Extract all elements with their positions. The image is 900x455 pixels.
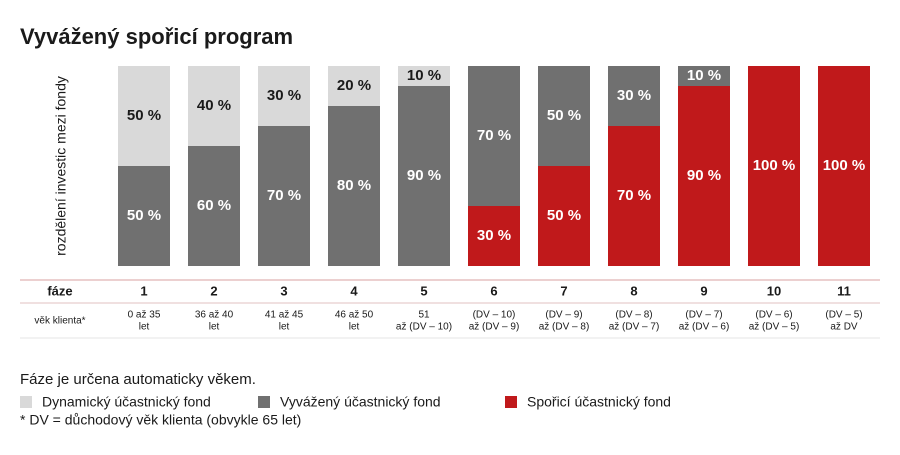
x-tick-label: 9 <box>700 283 707 298</box>
age-group: let <box>279 322 290 333</box>
x-tick-label: 3 <box>280 283 287 298</box>
age-group: až (DV – 6) <box>679 322 730 333</box>
bar-segment <box>678 66 730 86</box>
age-group: let <box>139 322 150 333</box>
bar-segment <box>188 146 240 266</box>
age-group: až (DV – 7) <box>609 322 660 333</box>
bar-segment <box>818 66 870 266</box>
bar-segment <box>398 66 450 86</box>
bar-segment <box>538 66 590 166</box>
value-label: 60 % <box>197 197 231 214</box>
legend-swatch <box>505 396 517 408</box>
x-tick-label: 4 <box>350 283 358 298</box>
age-group: až DV <box>830 322 858 333</box>
value-label: 80 % <box>337 177 371 194</box>
age-group: (DV – 5) <box>825 310 862 321</box>
value-label: 50 % <box>547 207 581 224</box>
value-label: 70 % <box>267 187 301 204</box>
age-group: (DV – 7) <box>685 310 722 321</box>
age-group: až (DV – 8) <box>539 322 590 333</box>
value-label: 40 % <box>197 97 231 114</box>
value-label: 30 % <box>267 87 301 104</box>
legend-label: Spořicí účastnický fond <box>527 394 671 410</box>
bar-segment <box>398 86 450 266</box>
footnote: * DV = důchodový věk klienta (obvykle 65… <box>20 412 301 428</box>
row-header: fáze <box>47 283 72 298</box>
x-tick-label: 11 <box>837 283 851 298</box>
row-header: věk klienta* <box>34 316 85 327</box>
age-group: (DV – 9) <box>545 310 582 321</box>
age-group: 41 až 45 <box>265 310 304 321</box>
bar-segment <box>748 66 800 266</box>
value-label: 30 % <box>477 227 511 244</box>
x-tick-label: 5 <box>420 283 427 298</box>
x-tick-label: 10 <box>767 283 781 298</box>
value-label: 20 % <box>337 77 371 94</box>
age-group: až (DV – 9) <box>469 322 520 333</box>
value-label: 70 % <box>617 187 651 204</box>
bar-segment <box>468 66 520 206</box>
y-axis-label: rozdělení investic mezi fondy <box>53 76 69 256</box>
age-group: (DV – 10) <box>473 310 516 321</box>
value-label: 30 % <box>617 87 651 104</box>
value-label: 50 % <box>127 107 161 124</box>
value-label: 70 % <box>477 127 511 144</box>
x-tick-label: 8 <box>630 283 637 298</box>
bar-segment <box>608 126 660 266</box>
value-label: 50 % <box>127 207 161 224</box>
x-tick-label: 6 <box>490 283 497 298</box>
x-tick-label: 2 <box>210 283 217 298</box>
bar-segment <box>538 166 590 266</box>
value-label: 10 % <box>687 67 721 84</box>
age-group: 46 až 50 <box>335 310 374 321</box>
bar-segment <box>258 66 310 126</box>
bar-segment <box>188 66 240 146</box>
age-group: 0 až 35 <box>128 310 161 321</box>
chart-title: Vyvážený spořicí program <box>20 24 293 49</box>
value-label: 90 % <box>407 167 441 184</box>
bar-segment <box>608 66 660 126</box>
age-group: let <box>349 322 360 333</box>
value-label: 50 % <box>547 107 581 124</box>
age-group: (DV – 6) <box>755 310 792 321</box>
bar-segment <box>468 206 520 266</box>
legend-swatch <box>20 396 32 408</box>
age-group: let <box>209 322 220 333</box>
age-group: až (DV – 10) <box>396 322 452 333</box>
age-group: (DV – 8) <box>615 310 652 321</box>
x-tick-label: 7 <box>560 283 567 298</box>
note: Fáze je určena automaticky věkem. <box>20 371 256 388</box>
bar-segment <box>328 106 380 266</box>
legend-label: Dynamický účastnický fond <box>42 394 211 410</box>
age-group: až (DV – 5) <box>749 322 800 333</box>
bar-segment <box>258 126 310 266</box>
legend-label: Vyvážený účastnický fond <box>280 394 441 410</box>
x-tick-label: 1 <box>140 283 147 298</box>
bar-segment <box>328 66 380 106</box>
bar-segment <box>118 66 170 166</box>
age-group: 51 <box>418 310 430 321</box>
age-group: 36 až 40 <box>195 310 234 321</box>
legend-swatch <box>258 396 270 408</box>
value-label: 100 % <box>823 157 866 174</box>
bar-segment <box>678 86 730 266</box>
value-label: 90 % <box>687 167 721 184</box>
bar-segment <box>118 166 170 266</box>
value-label: 100 % <box>753 157 796 174</box>
value-label: 10 % <box>407 67 441 84</box>
